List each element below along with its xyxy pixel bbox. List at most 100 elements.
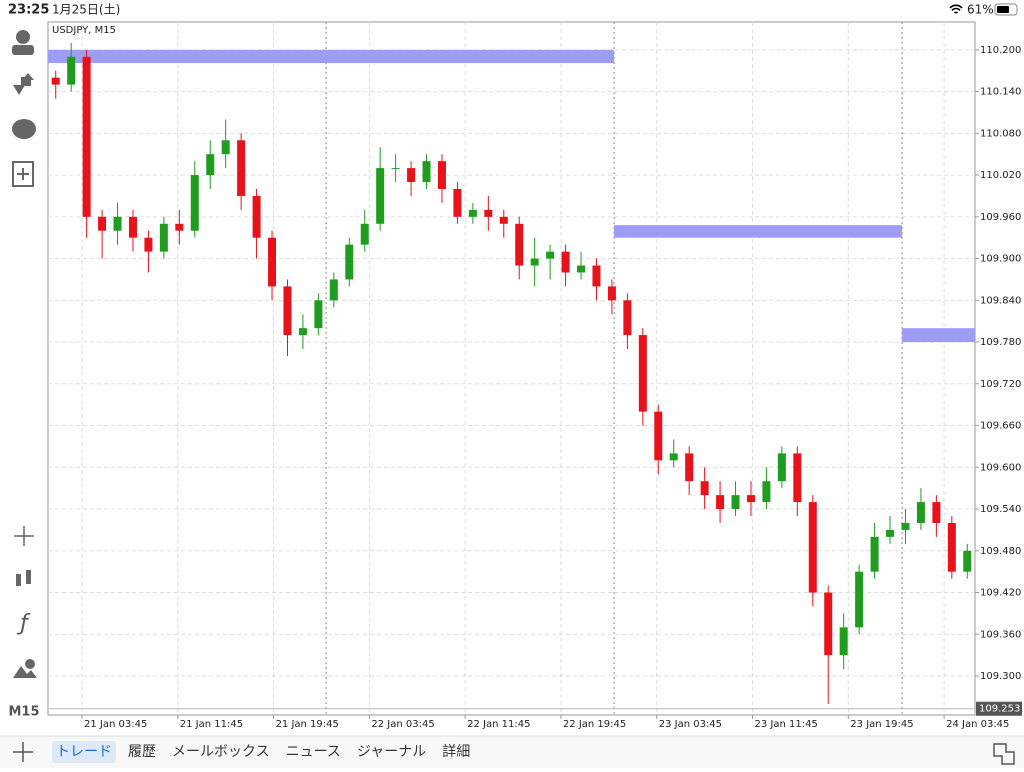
tab[interactable]: 履歴 <box>128 744 156 760</box>
y-tick-label: 110.020 <box>980 170 1021 181</box>
candle-body <box>67 56 76 85</box>
account-icon-body <box>12 45 34 55</box>
y-tick-label: 109.420 <box>980 588 1021 599</box>
candle-body <box>607 286 616 301</box>
battery-level <box>997 6 1009 13</box>
price-zone[interactable] <box>902 328 975 343</box>
candle-body <box>577 265 586 273</box>
candle-body <box>206 154 215 176</box>
y-tick-label: 109.780 <box>980 337 1021 348</box>
bottom-bar <box>0 736 1024 768</box>
x-tick-label: 24 Jan 03:45 <box>946 719 1009 730</box>
candle-body <box>777 453 786 482</box>
add-button[interactable] <box>13 742 33 762</box>
candle-body <box>932 502 941 523</box>
candle-body <box>947 522 956 572</box>
x-tick-label: 23 Jan 03:45 <box>659 719 722 730</box>
candle-body <box>128 216 137 238</box>
objects-icon[interactable] <box>13 666 37 678</box>
y-tick-label: 110.140 <box>980 87 1021 98</box>
x-tick-label: 21 Jan 11:45 <box>180 719 243 730</box>
candle-icon[interactable] <box>16 574 21 586</box>
candle-body <box>329 279 338 301</box>
candle-body <box>82 56 91 217</box>
candle-body <box>314 300 323 329</box>
tab[interactable]: ニュース <box>286 744 341 760</box>
chat-icon[interactable] <box>12 119 36 139</box>
x-tick-label: 22 Jan 03:45 <box>371 719 434 730</box>
candle-body <box>391 168 400 170</box>
candle-body <box>51 77 60 85</box>
y-tick-label: 109.600 <box>980 462 1021 473</box>
tab-active-bg <box>52 741 116 763</box>
candle-body <box>916 502 925 523</box>
candle-body <box>685 453 694 482</box>
candle-body <box>237 140 246 196</box>
candle-body <box>623 300 632 336</box>
candle-body <box>561 251 570 273</box>
x-tick-label: 21 Jan 19:45 <box>276 719 339 730</box>
candle-body <box>468 209 477 217</box>
x-tick-label: 21 Jan 03:45 <box>84 719 147 730</box>
candle-body <box>808 502 817 593</box>
candle-body <box>592 265 601 287</box>
status-date: 1月25日(土) <box>52 3 120 17</box>
candle-body <box>437 161 446 189</box>
candle-body <box>530 258 539 266</box>
new-doc-icon[interactable] <box>12 161 34 187</box>
tabs: トレード 履歴 メールボックス ニュース ジャーナル 詳細 <box>52 741 470 763</box>
crosshair-icon[interactable] <box>14 526 34 546</box>
y-tick-label: 109.960 <box>980 212 1021 223</box>
tab[interactable]: 詳細 <box>442 744 470 760</box>
candle-body <box>221 140 230 155</box>
y-tick-label: 109.360 <box>980 629 1021 640</box>
plot-area <box>47 21 976 716</box>
candle-body <box>546 251 555 259</box>
tab[interactable]: メールボックス <box>172 744 270 760</box>
candle-body <box>453 188 462 217</box>
candle-icon-2 <box>26 570 31 584</box>
candle-body <box>345 244 354 280</box>
y-tick-label: 109.720 <box>980 379 1021 390</box>
candle-body <box>376 168 385 224</box>
candle-body <box>901 522 910 530</box>
candle-body <box>175 223 184 231</box>
candle-body <box>839 627 848 656</box>
x-tick-label: 23 Jan 19:45 <box>850 719 913 730</box>
candle-body <box>793 453 802 503</box>
y-tick-label: 109.300 <box>980 671 1021 682</box>
battery-icon <box>994 3 1018 16</box>
y-tick-label: 110.200 <box>980 45 1021 56</box>
candle-body <box>638 335 647 412</box>
account-icon[interactable] <box>16 30 30 44</box>
candle-body <box>98 216 107 231</box>
y-tick-label: 110.080 <box>980 128 1021 139</box>
candle-body <box>855 571 864 628</box>
y-tick-label: 109.540 <box>980 504 1021 515</box>
y-tick-label: 109.840 <box>980 295 1021 306</box>
candle-body <box>824 592 833 656</box>
x-tick-label: 23 Jan 11:45 <box>755 719 818 730</box>
current-price-label: 109.253 <box>979 704 1020 715</box>
price-zone[interactable] <box>614 225 903 238</box>
indicator-icon[interactable]: ƒ <box>16 611 31 636</box>
candle-body <box>700 481 709 496</box>
status-battery: 61% <box>967 3 994 17</box>
tab[interactable]: トレード <box>56 744 112 760</box>
tab[interactable]: ジャーナル <box>357 744 426 760</box>
chart: USDJPY, M15 110.200 110.140 110.080 110.020… <box>47 21 1022 730</box>
candle-body <box>268 237 277 287</box>
candle-body <box>190 175 199 231</box>
y-tick-label: 109.480 <box>980 546 1021 557</box>
candle-body <box>886 529 895 537</box>
timeframe-button[interactable]: M15 <box>8 705 39 720</box>
candle-body <box>746 495 755 503</box>
candle-body <box>499 216 508 224</box>
layout-button[interactable] <box>993 743 1015 765</box>
price-zone[interactable] <box>48 49 615 64</box>
x-tick-label: 22 Jan 19:45 <box>563 719 626 730</box>
candle-body <box>283 286 292 336</box>
trade-icon[interactable] <box>13 73 34 95</box>
